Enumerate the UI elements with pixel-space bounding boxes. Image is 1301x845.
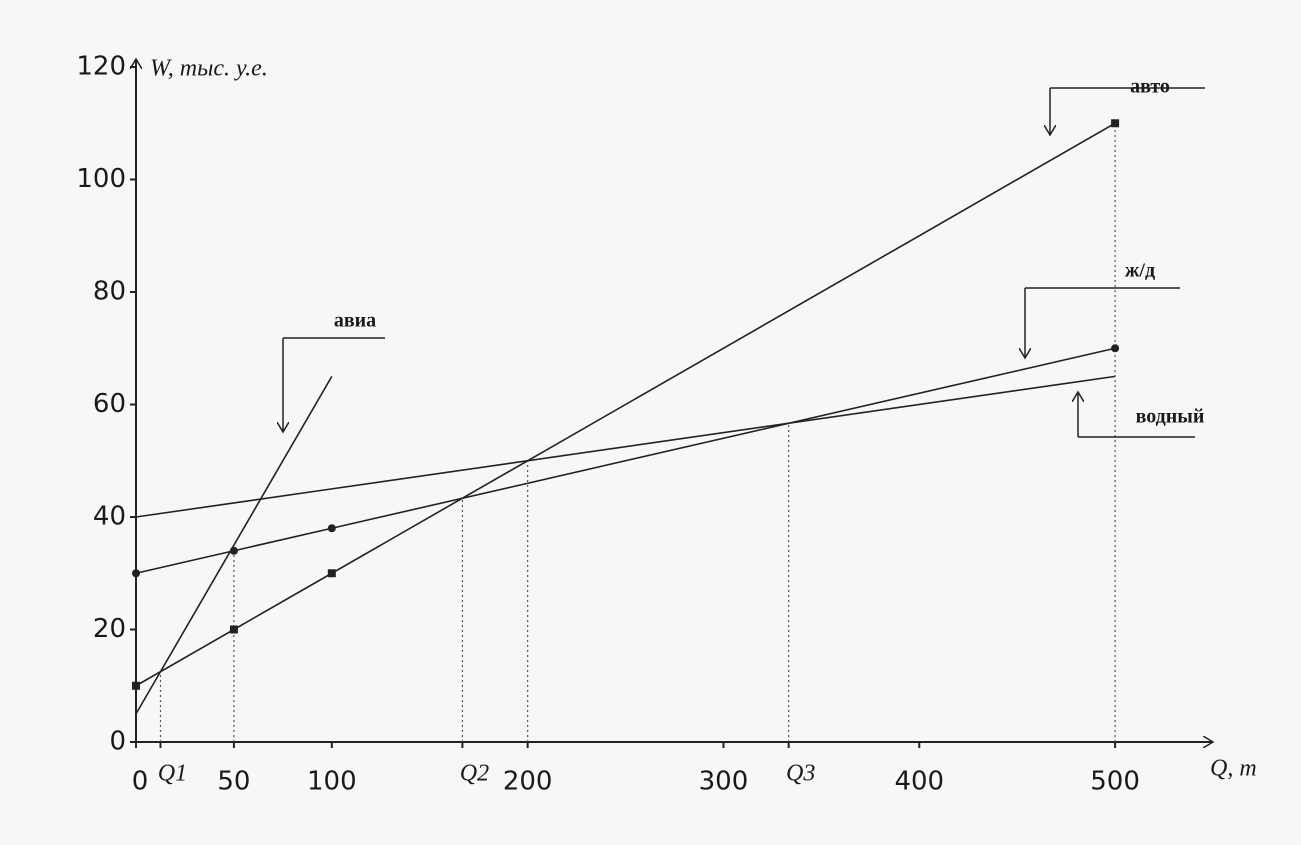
y-tick-label: 20 bbox=[93, 614, 126, 644]
series-line bbox=[135, 347, 1116, 575]
y-tick-label: 80 bbox=[93, 277, 126, 307]
y-axis-title: W, тыс. у.е. bbox=[150, 56, 268, 82]
x-axis-title: Q, т bbox=[1210, 756, 1257, 782]
y-tick-label: 0 bbox=[109, 727, 126, 757]
point bbox=[1111, 119, 1120, 128]
x-tick-label: 0 bbox=[132, 767, 149, 797]
y-tick-label: 120 bbox=[76, 52, 126, 82]
y-tick-label: 100 bbox=[76, 164, 126, 194]
x-tick-label: 400 bbox=[894, 767, 944, 797]
point bbox=[327, 569, 336, 578]
y-tick-label: 60 bbox=[93, 389, 126, 419]
x-tick-label: 100 bbox=[307, 767, 357, 797]
point bbox=[132, 681, 140, 690]
series-line bbox=[135, 375, 333, 715]
point bbox=[229, 625, 238, 634]
point bbox=[1111, 344, 1120, 353]
x-tick-label: Q2 bbox=[460, 761, 489, 787]
point bbox=[132, 569, 140, 578]
x-tick-label: 200 bbox=[503, 767, 553, 797]
x-tick-label: Q3 bbox=[786, 761, 815, 787]
series-line bbox=[135, 122, 1116, 687]
x-tick-label: 300 bbox=[699, 767, 749, 797]
series-label: авто bbox=[1130, 76, 1170, 98]
x-tick-label: 500 bbox=[1090, 767, 1140, 797]
series-label: ж/д bbox=[1125, 260, 1155, 282]
y-tick-label: 40 bbox=[93, 502, 126, 532]
x-tick-label: 50 bbox=[217, 767, 250, 797]
series-label: водный bbox=[1136, 406, 1205, 428]
x-tick-label: Q1 bbox=[158, 761, 187, 787]
series-line bbox=[135, 375, 1116, 518]
series-label: авиа bbox=[334, 310, 376, 332]
point bbox=[327, 524, 336, 533]
